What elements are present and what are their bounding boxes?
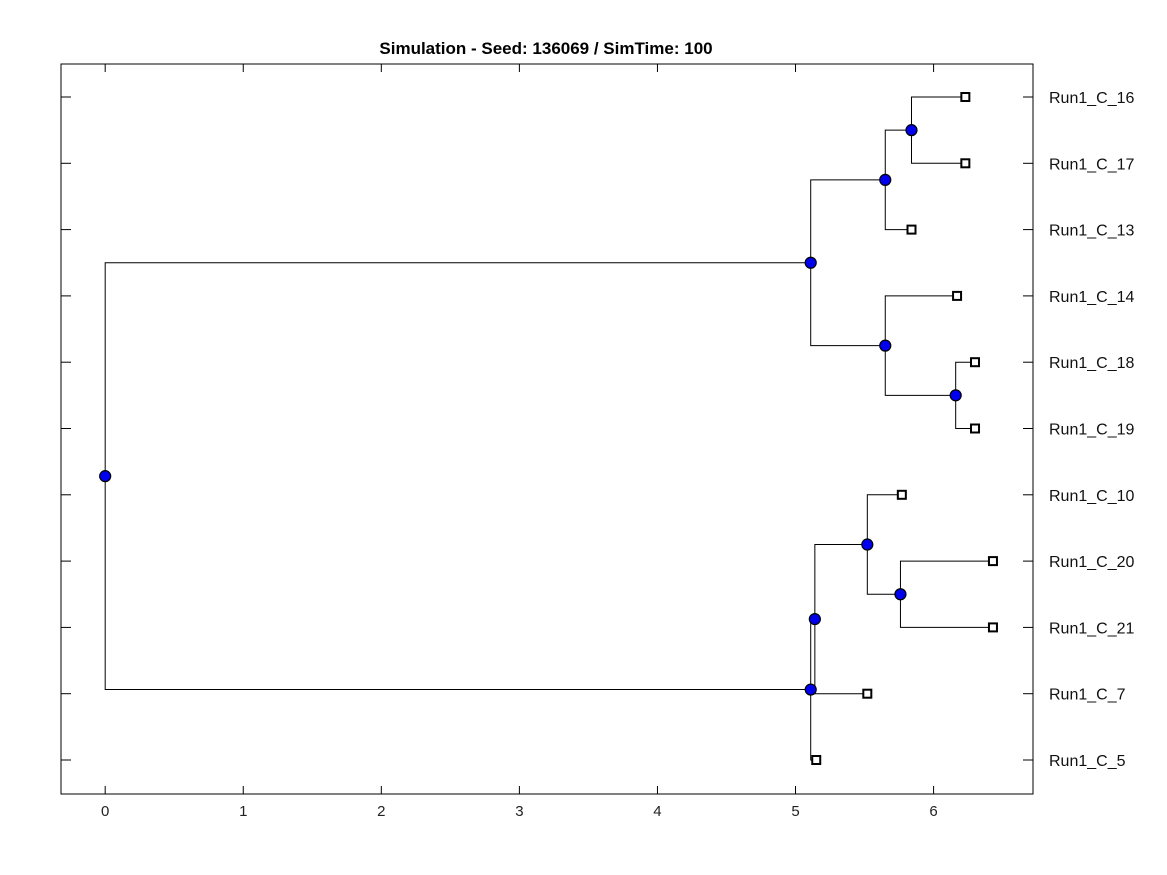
tree-edge: [955, 395, 976, 429]
tree-nodes: [99, 92, 998, 765]
leaf-label: Run1_C_16: [1049, 90, 1135, 107]
x-tick-label: 3: [515, 803, 523, 820]
internal-node-marker: [861, 538, 874, 551]
internal-node-marker: [99, 470, 112, 483]
leaf-node-marker: [987, 556, 998, 567]
leaf-label: Run1_C_19: [1049, 422, 1135, 439]
leaf-label: Run1_C_14: [1049, 289, 1135, 306]
leaf-node-marker: [952, 290, 963, 301]
internal-node-marker: [894, 588, 907, 601]
internal-node-marker: [804, 683, 817, 696]
leaf-node-marker: [906, 224, 917, 235]
leaf-label: Run1_C_13: [1049, 223, 1135, 240]
tree-edge: [955, 361, 976, 396]
x-tick-label: 0: [101, 803, 109, 820]
leaf-label: Run1_C_17: [1049, 156, 1135, 173]
tree-edge: [884, 295, 958, 346]
tree-edge: [866, 544, 901, 595]
leaf-label: Run1_C_20: [1049, 554, 1135, 571]
tree-edge: [884, 345, 956, 396]
chart-title: Simulation - Seed: 136069 / SimTime: 100: [379, 39, 712, 58]
tree-edge: [810, 262, 886, 347]
internal-node-marker: [879, 173, 892, 186]
y-axis: Run1_C_16 Run1_C_17 Run1_C_13 Run1_C_14 Run1…: [61, 90, 1135, 770]
leaf-label: Run1_C_21: [1049, 620, 1135, 637]
tree-edge: [104, 476, 811, 691]
leaf-node-marker: [811, 755, 822, 765]
plot-area: [60, 63, 1034, 795]
tree-edge: [911, 130, 966, 164]
tree-edge: [104, 262, 811, 477]
internal-node-marker: [804, 256, 817, 269]
tree-edge: [899, 594, 993, 628]
leaf-node-marker: [970, 423, 981, 434]
tree-edge: [884, 129, 912, 180]
tree-edge: [884, 179, 912, 231]
x-tick-label: 1: [239, 803, 247, 820]
internal-node-marker: [905, 124, 918, 137]
x-tick-label: 2: [377, 803, 385, 820]
tree-edge: [810, 179, 886, 263]
leaf-node-marker: [960, 92, 971, 102]
leaf-node-marker: [960, 158, 971, 169]
tree-edge: [899, 560, 993, 595]
leaf-label: Run1_C_7: [1049, 687, 1126, 704]
leaf-node-marker: [970, 357, 981, 368]
leaf-node-marker: [896, 489, 907, 500]
tree-edge: [866, 494, 902, 545]
x-axis: 0 1 2 3 4 5 6: [101, 64, 938, 820]
x-tick-label: 4: [653, 803, 661, 820]
internal-node-marker: [879, 339, 892, 352]
leaf-node-marker: [862, 688, 873, 699]
x-tick-label: 5: [791, 803, 799, 820]
tree-edge: [911, 96, 966, 131]
leaf-node-marker: [987, 622, 998, 633]
internal-node-marker: [808, 613, 821, 626]
tree-edges: [104, 96, 993, 761]
leaf-label: Run1_C_18: [1049, 355, 1135, 372]
leaf-label: Run1_C_10: [1049, 488, 1135, 505]
tree-edge: [814, 544, 868, 620]
leaf-label: Run1_C_5: [1049, 753, 1126, 770]
x-tick-label: 6: [929, 803, 937, 820]
internal-node-marker: [949, 389, 962, 402]
